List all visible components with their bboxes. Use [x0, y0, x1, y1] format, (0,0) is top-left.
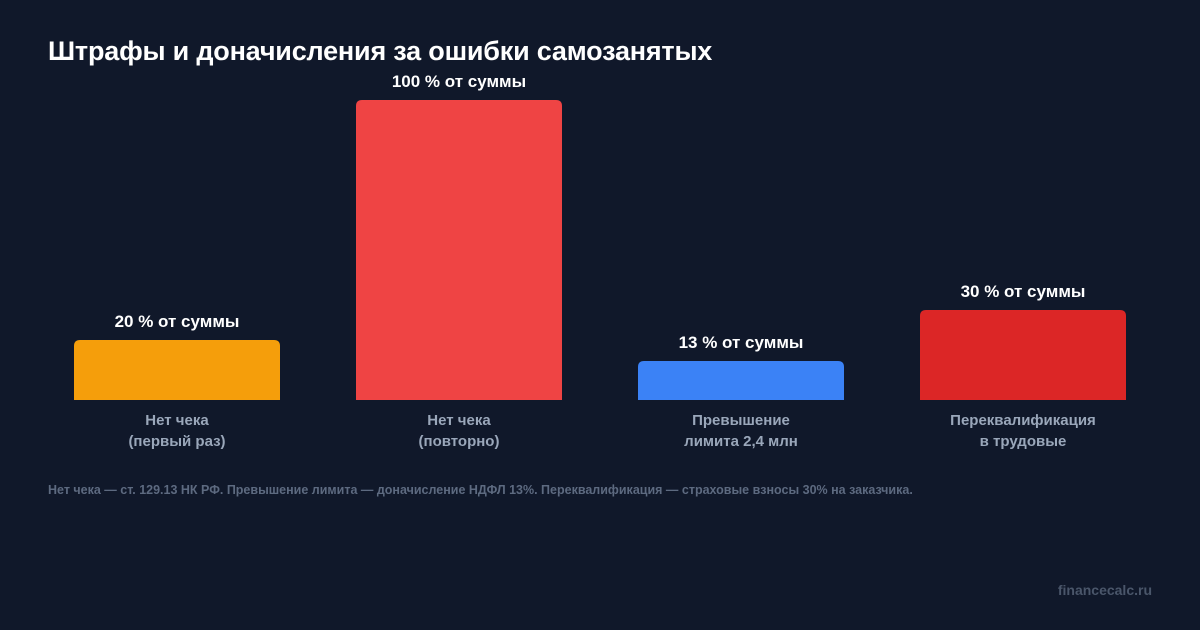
bar-1 — [74, 340, 280, 400]
footnote: Нет чека — ст. 129.13 НК РФ. Превышение … — [48, 483, 913, 497]
category-label-1-line-2: (первый раз) — [128, 433, 225, 450]
category-label-1-line-1: Нет чека — [145, 412, 209, 429]
category-label-3-line-1: Превышение — [692, 412, 790, 429]
value-label-1: 20 % от суммы — [115, 312, 240, 331]
category-label-2-line-2: (повторно) — [419, 433, 500, 450]
bar-4 — [920, 310, 1126, 400]
value-label-2: 100 % от суммы — [392, 72, 526, 91]
chart-title: Штрафы и доначисления за ошибки самозаня… — [48, 36, 713, 66]
value-label-4: 30 % от суммы — [961, 282, 1086, 301]
category-label-2-line-1: Нет чека — [427, 412, 491, 429]
category-label-4-line-1: Переквалификация — [950, 412, 1096, 429]
category-label-4-line-2: в трудовые — [980, 433, 1067, 450]
bar-3 — [638, 361, 844, 400]
value-label-3: 13 % от суммы — [679, 333, 804, 352]
category-label-3-line-2: лимита 2,4 млн — [684, 433, 798, 450]
watermark-source: financecalc.ru — [1057, 582, 1152, 598]
bar-2 — [356, 100, 562, 400]
